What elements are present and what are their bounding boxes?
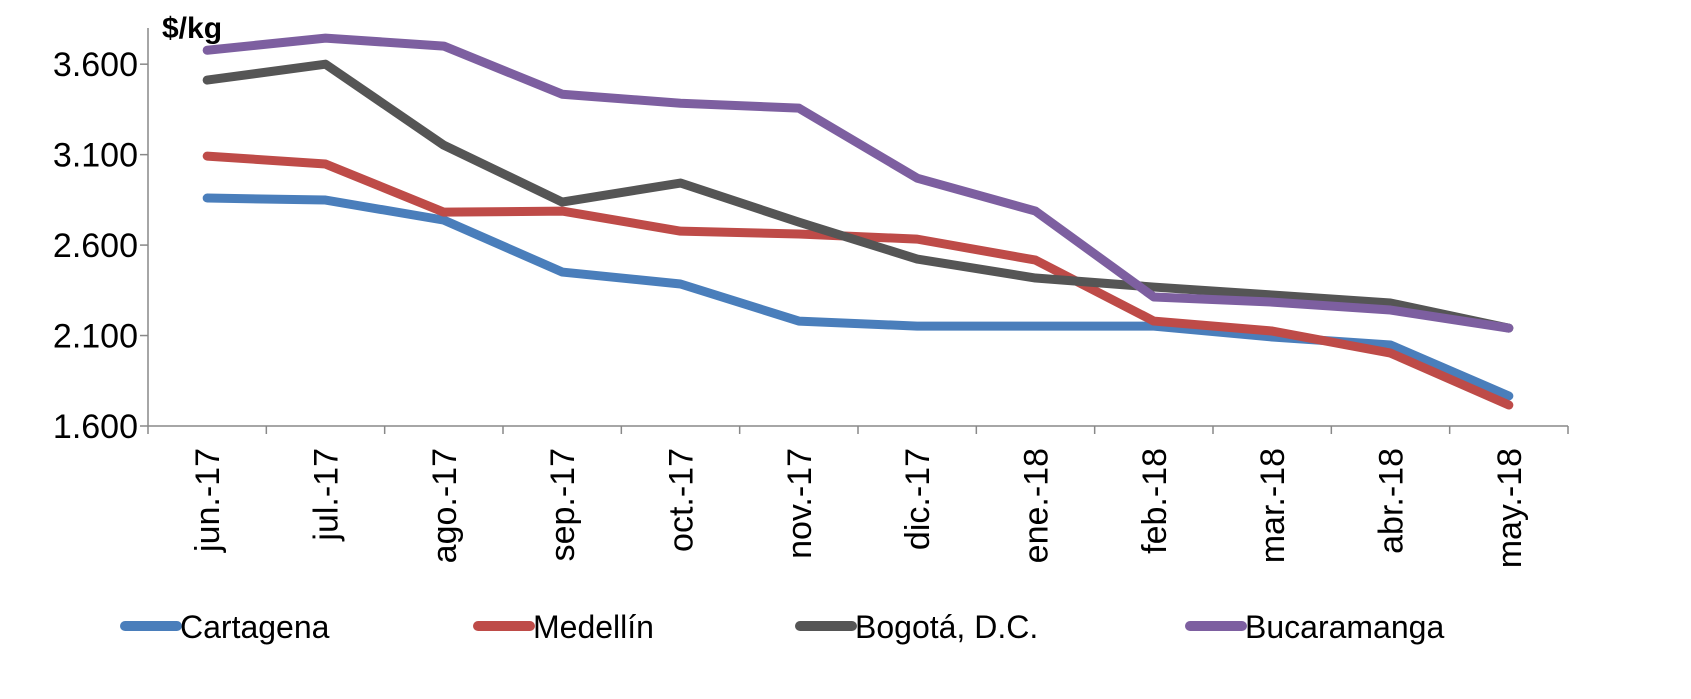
x-tick-label: ago.-17 bbox=[426, 448, 464, 563]
y-unit-label: $/kg bbox=[162, 12, 222, 45]
series-line bbox=[202, 33, 1514, 333]
x-tick-label: abr.-18 bbox=[1373, 448, 1411, 554]
x-tick-label: oct.-17 bbox=[663, 448, 701, 552]
x-tick-label: feb.-18 bbox=[1136, 448, 1174, 554]
legend-label: Cartagena bbox=[180, 609, 330, 645]
y-tick-label: 3.600 bbox=[53, 46, 138, 84]
x-tick-label: ene.-18 bbox=[1018, 448, 1056, 563]
x-tick-label: jul.-17 bbox=[308, 448, 346, 542]
x-tick-label: dic.-17 bbox=[899, 448, 937, 550]
x-tick-label: mar.-18 bbox=[1254, 448, 1292, 563]
series-line bbox=[202, 59, 1514, 333]
series-line bbox=[202, 151, 1514, 410]
y-tick-label: 3.100 bbox=[53, 137, 138, 175]
x-tick-label: sep.-17 bbox=[544, 448, 582, 561]
x-tick-label: nov.-17 bbox=[781, 448, 819, 559]
y-tick-label: 2.100 bbox=[53, 318, 138, 356]
legend-label: Bogotá, D.C. bbox=[855, 609, 1038, 645]
legend-label: Medellín bbox=[533, 609, 654, 645]
x-tick-label: may.-18 bbox=[1491, 448, 1529, 568]
legend-label: Bucaramanga bbox=[1245, 609, 1444, 645]
x-tick-label: jun.-17 bbox=[189, 448, 227, 553]
y-tick-label: 2.600 bbox=[53, 227, 138, 265]
y-tick-label: 1.600 bbox=[53, 408, 138, 446]
